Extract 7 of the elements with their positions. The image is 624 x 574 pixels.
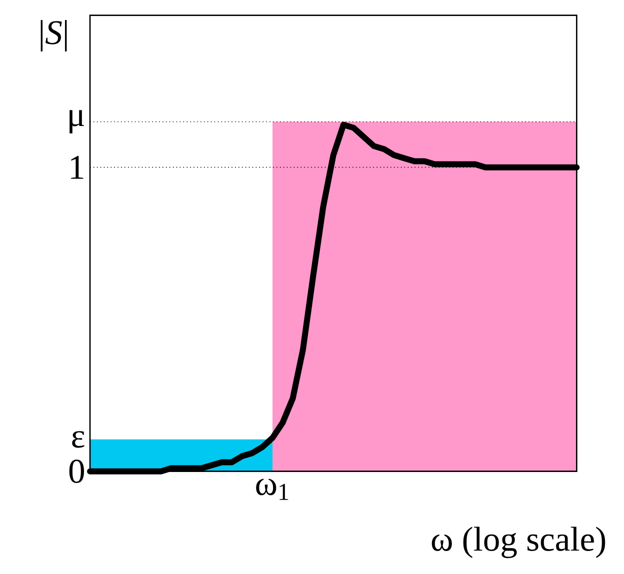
text: ω$_{1}$ xyxy=(256,478,288,500)
x-axis-title: ω (log scale) xyxy=(432,526,606,558)
y-tick-label: μ xyxy=(70,110,84,134)
y-tick-label: ε xyxy=(72,431,84,448)
y-tick-label: 1 xyxy=(71,156,84,179)
y-tick-label: 0 xyxy=(69,460,84,483)
y-axis-title: |S| xyxy=(40,20,67,52)
